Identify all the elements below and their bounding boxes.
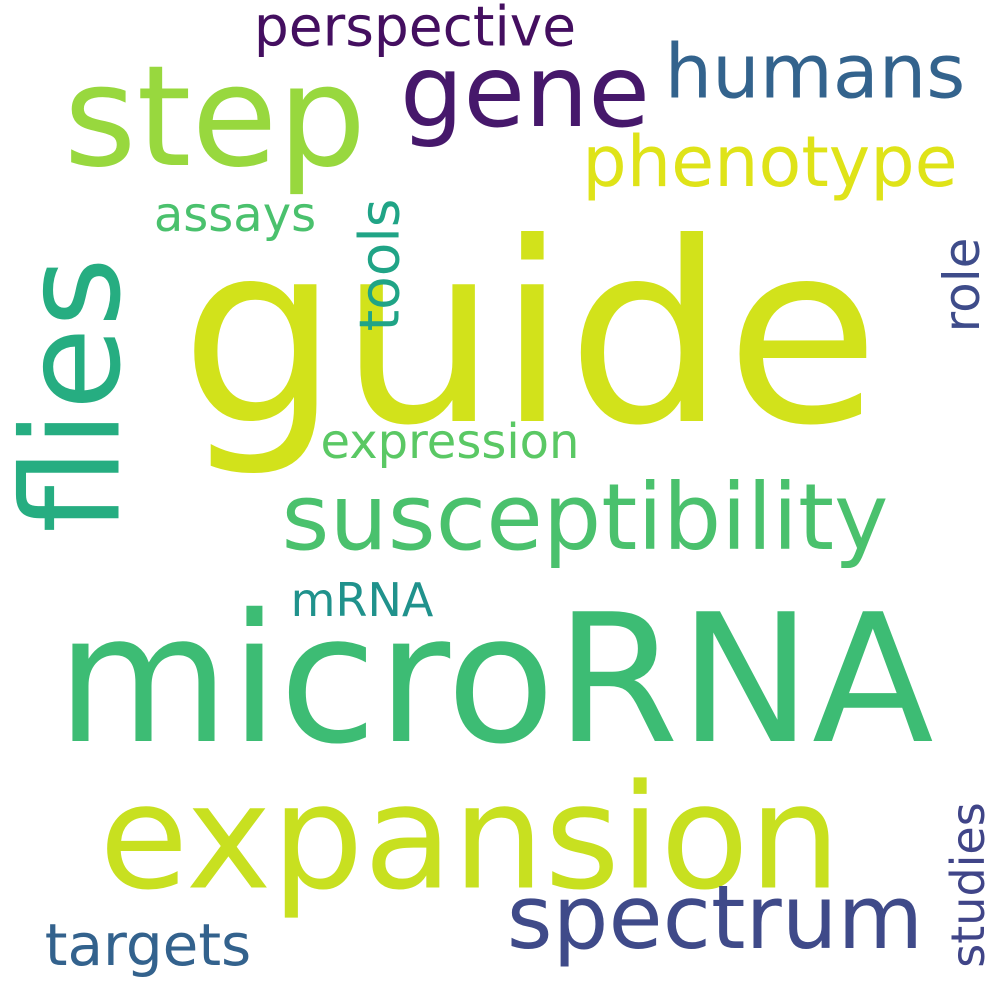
- word-role: role: [933, 237, 991, 333]
- word-step: step: [63, 36, 367, 199]
- word-spectrum: spectrum: [506, 866, 924, 969]
- word-targets: targets: [44, 911, 252, 979]
- word-humans: humans: [664, 27, 966, 116]
- word-guide: guide: [180, 189, 880, 480]
- word-perspective: perspective: [253, 0, 577, 59]
- word-tools: tools: [347, 198, 412, 332]
- word-susceptibility: susceptibility: [281, 464, 889, 571]
- word-microrna: microRNA: [56, 576, 934, 783]
- word-gene: gene: [400, 33, 650, 150]
- word-assays: assays: [153, 187, 317, 243]
- word-expansion: expansion: [99, 753, 841, 923]
- word-flies: flies: [0, 257, 151, 533]
- word-phenotype: phenotype: [582, 121, 958, 203]
- word-studies: studies: [941, 802, 995, 968]
- word-mrna: mRNA: [290, 573, 434, 627]
- word-expression: expression: [320, 414, 580, 470]
